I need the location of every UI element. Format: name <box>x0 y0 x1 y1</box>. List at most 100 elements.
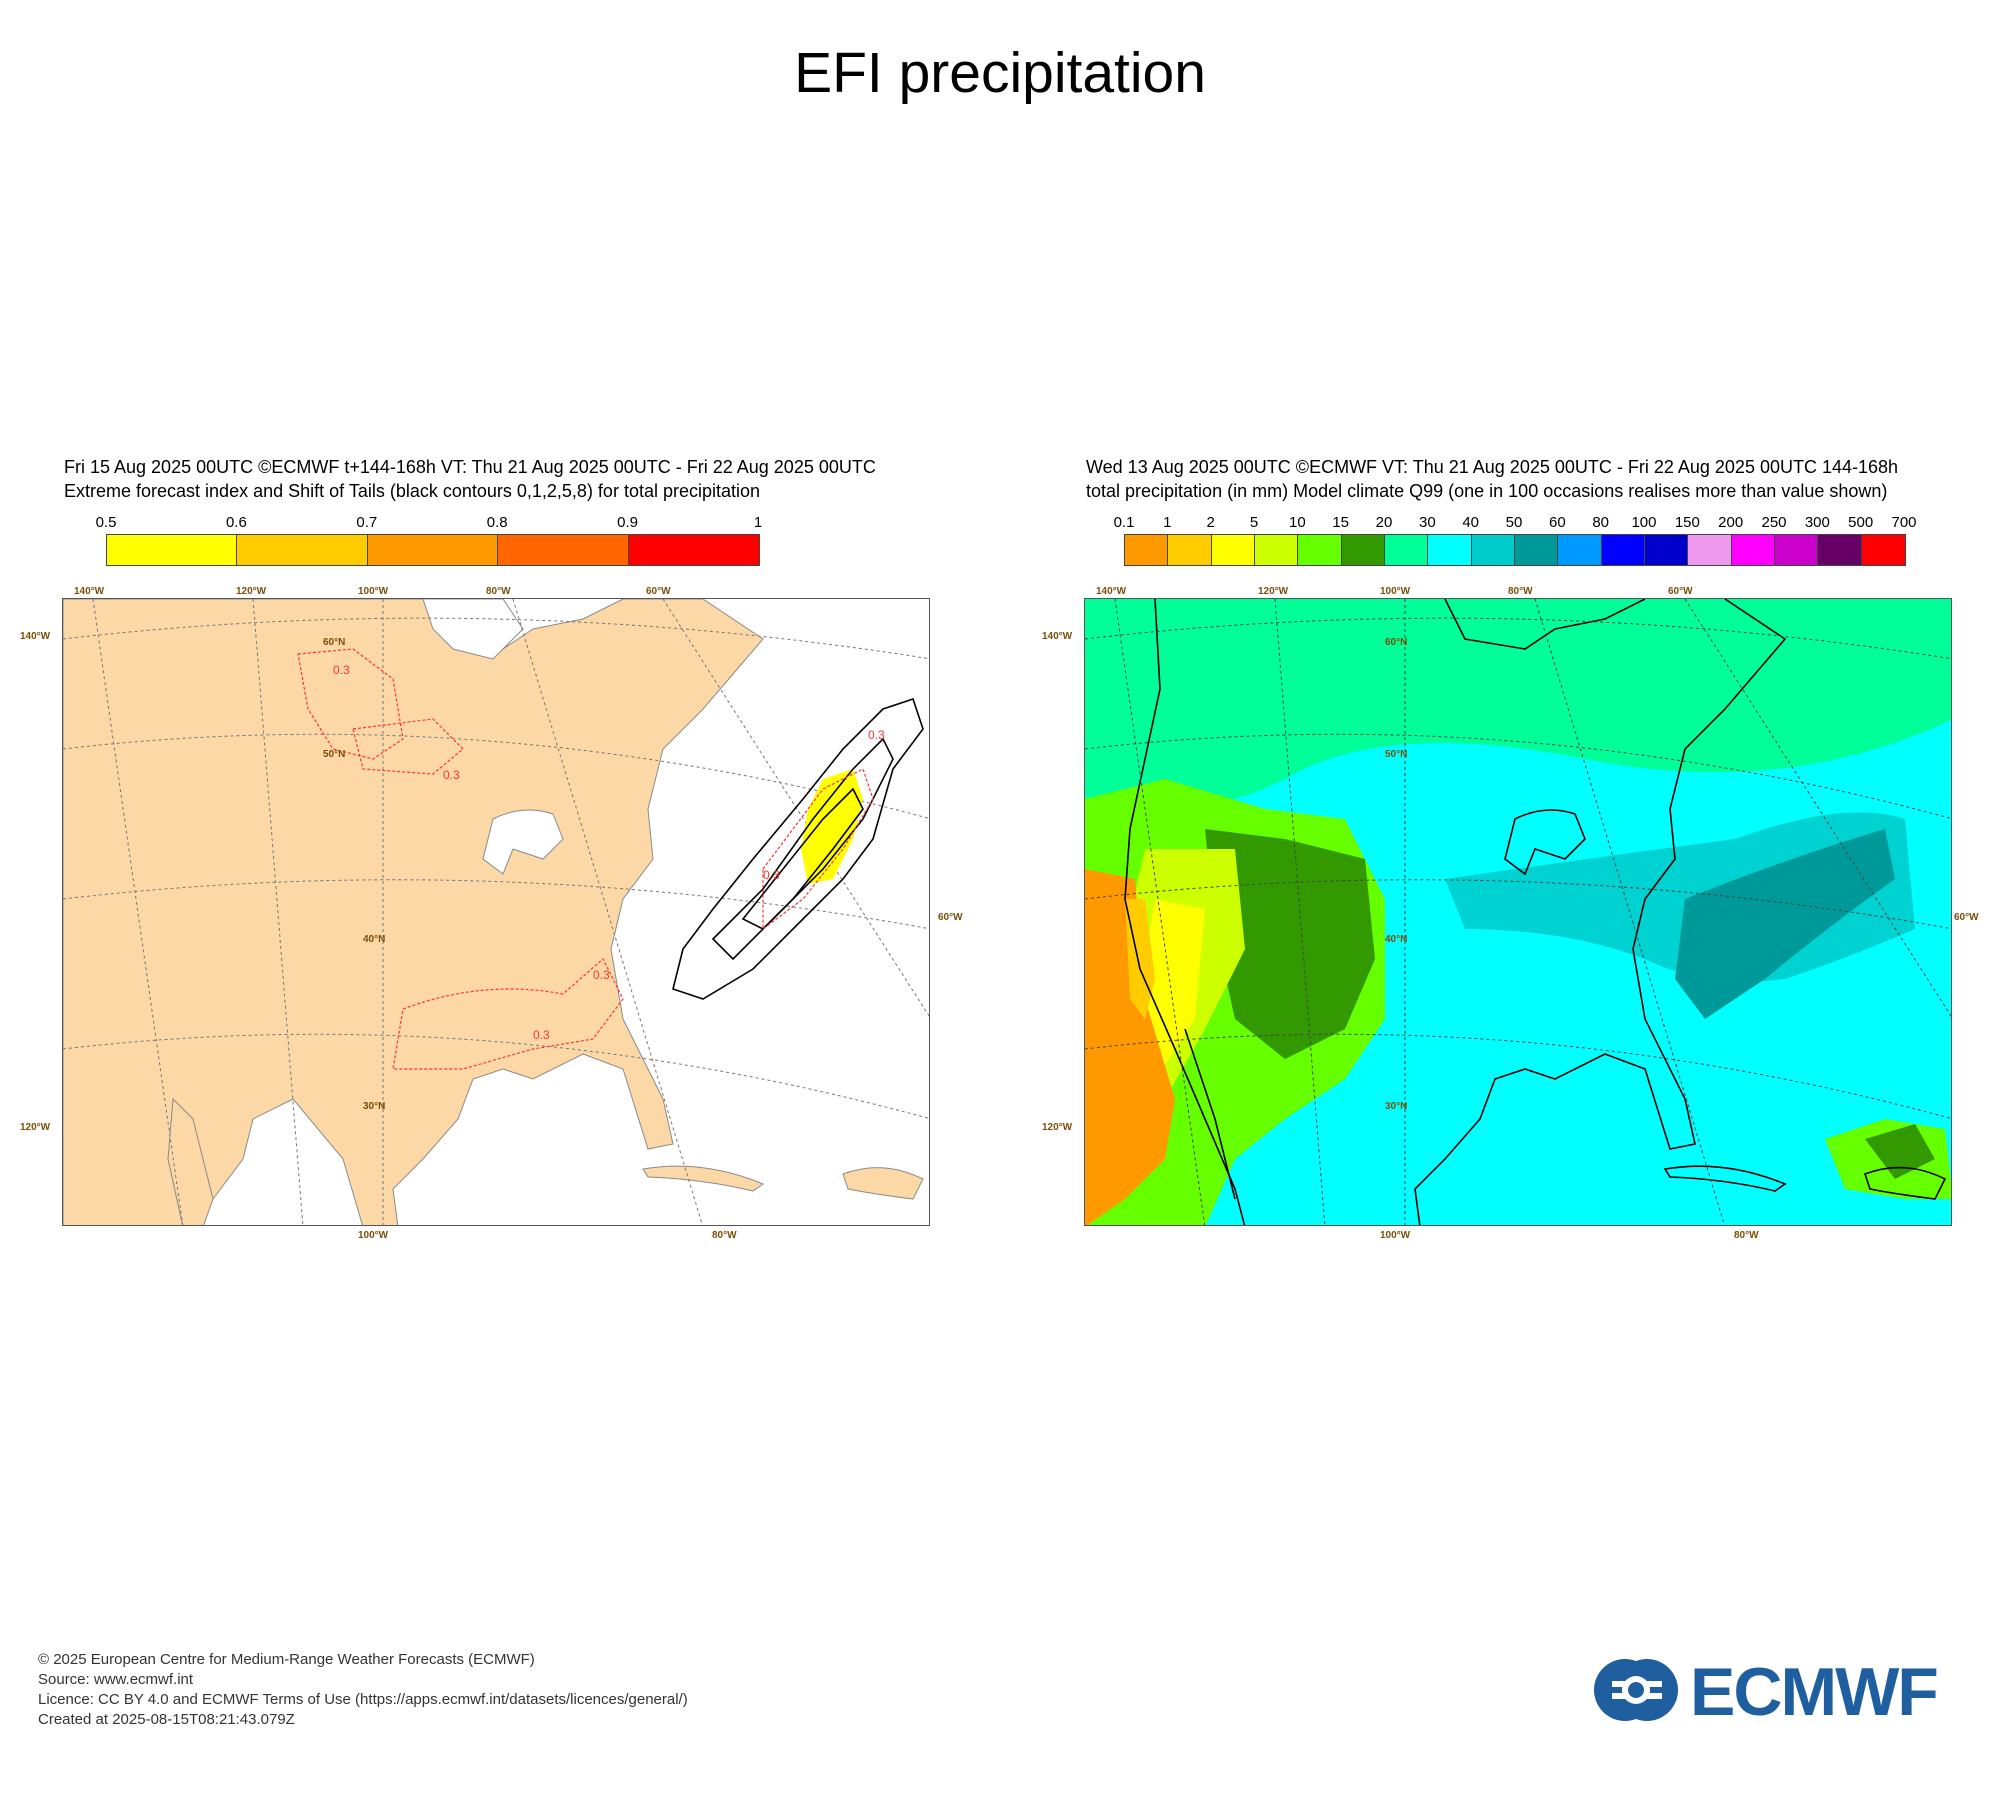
q99-colorbar-swatch <box>1298 535 1342 565</box>
q99-colorbar-tick: 30 <box>1418 514 1436 531</box>
efi-header-line2: Extreme forecast index and Shift of Tail… <box>64 481 761 501</box>
lon-label-bottom: 80°W <box>1734 1230 1759 1241</box>
footer-created: Created at 2025-08-15T08:21:43.079Z <box>38 1711 295 1728</box>
q99-map: 60°N 50°N 40°N 30°N <box>1084 598 1952 1226</box>
q99-map-panel: Wed 13 Aug 2025 00UTC ©ECMWF VT: Thu 21 … <box>1042 456 1982 1246</box>
lon-label-bottom: 100°W <box>358 1230 389 1241</box>
footer-copyright: © 2025 European Centre for Medium-Range … <box>38 1651 535 1668</box>
cuba <box>642 1165 765 1192</box>
q99-colorbar-tick: 1 <box>1163 514 1172 531</box>
lat-label: 30°N <box>363 1101 386 1112</box>
lon-label-top: 120°W <box>236 586 267 597</box>
q99-colorbar-tick: 0.1 <box>1113 514 1135 531</box>
efi-colorbar-swatch <box>628 535 759 565</box>
lon-label-top: 60°W <box>646 586 671 597</box>
q99-colorbar-swatch <box>1384 535 1429 565</box>
q99-colorbar-swatch <box>1861 535 1905 565</box>
q99-field-15-20-carib <box>1865 1124 1935 1179</box>
footer-licence: Licence: CC BY 4.0 and ECMWF Terms of Us… <box>38 1691 688 1708</box>
coastlines <box>1124 599 1947 1225</box>
ecmwf-logo-mark <box>1594 1659 1678 1721</box>
q99-colorbar-tick: 40 <box>1462 514 1479 531</box>
q99-colorbar-tick: 150 <box>1674 514 1700 531</box>
lat-label: 40°N <box>363 934 386 945</box>
efi-map: 0.3 0.3 0.3 0.3 0.3 0.3 60°N 50°N 40°N 3… <box>62 598 930 1226</box>
lon-label-top: 80°W <box>486 586 511 597</box>
q99-colorbar-swatch <box>1514 535 1559 565</box>
baja-california <box>167 1097 214 1225</box>
shift-of-tails-contours <box>672 697 924 1000</box>
north-america-land <box>63 599 764 1225</box>
efi-colorbar-swatch <box>107 535 238 565</box>
q99-colorbar-tick: 100 <box>1631 514 1657 531</box>
page-title: EFI precipitation <box>794 41 1206 105</box>
lon-label-left: 120°W <box>1042 1122 1073 1133</box>
q99-colorbar-tick: 700 <box>1891 514 1917 531</box>
q99-colorbar-swatch <box>1168 535 1212 565</box>
copyright-footer: © 2025 European Centre for Medium-Range … <box>38 1650 688 1730</box>
contour-label: 0.3 <box>868 728 885 742</box>
ecmwf-logo-text: ECMWF <box>1690 1657 1937 1723</box>
q99-colorbar-swatch <box>1471 535 1515 565</box>
q99-header-line1: Wed 13 Aug 2025 00UTC ©ECMWF VT: Thu 21 … <box>1086 457 1899 477</box>
efi-colorbar <box>106 534 760 566</box>
q99-colorbar-swatch <box>1341 535 1385 565</box>
lon-label-left: 140°W <box>1042 631 1073 642</box>
footer-source: Source: www.ecmwf.int <box>38 1671 194 1688</box>
q99-colorbar-tick: 200 <box>1718 514 1744 531</box>
q99-colorbar-swatch <box>1601 535 1645 565</box>
efi-colorbar-tick: 0.6 <box>225 514 247 531</box>
lon-label-top: 100°W <box>1380 586 1411 597</box>
contour-label-group: 0.3 0.3 0.3 0.3 0.3 0.3 <box>333 663 885 1042</box>
lon-label-right: 60°W <box>1954 912 1979 923</box>
efi-shaded-region <box>801 769 863 884</box>
q99-colorbar-swatch <box>1818 535 1862 565</box>
efi-colorbar-tick: 1 <box>753 514 763 531</box>
q99-colorbar-swatch <box>1731 535 1775 565</box>
graticule <box>1085 599 1951 1225</box>
efi-map-panel: Fri 15 Aug 2025 00UTC ©ECMWF t+144-168h … <box>20 456 963 1246</box>
contour-label: 0.3 <box>593 968 610 982</box>
lon-label-top: 60°W <box>1668 586 1693 597</box>
hudson-bay <box>422 599 524 660</box>
q99-colorbar-tick: 500 <box>1848 514 1874 531</box>
q99-colorbar-swatch <box>1254 535 1299 565</box>
lon-label-bottom: 80°W <box>712 1230 737 1241</box>
efi-03-contours <box>297 648 874 1070</box>
graticule <box>63 599 929 1225</box>
q99-field-50-60 <box>1675 829 1895 1019</box>
q99-colorbar <box>1124 534 1906 566</box>
lat-label: 40°N <box>1385 934 1408 945</box>
efi-colorbar-tick: 0.9 <box>617 514 639 531</box>
contour-label: 0.3 <box>763 868 780 882</box>
lon-label-left: 140°W <box>20 631 51 642</box>
contour-label: 0.3 <box>443 768 460 782</box>
q99-colorbar-tick: 80 <box>1592 514 1609 531</box>
q99-colorbar-swatch <box>1428 535 1472 565</box>
lon-label-top: 120°W <box>1258 586 1289 597</box>
lat-label: 60°N <box>323 637 346 648</box>
q99-colorbar-swatch <box>1774 535 1819 565</box>
lon-label-bottom: 100°W <box>1380 1230 1411 1241</box>
efi-colorbar-ticks: 0.5 0.6 0.7 0.8 0.9 1 <box>96 514 763 532</box>
q99-colorbar-ticks: 0.1 1 2 5 10 15 20 30 40 50 60 80 100 150 200 250 300 500… <box>1114 514 1917 532</box>
q99-colorbar-swatch <box>1558 535 1602 565</box>
ecmwf-logo-graphic: ECMWF <box>1594 1654 1939 1730</box>
contour-label: 0.3 <box>533 1028 550 1042</box>
efi-colorbar-swatch <box>367 535 499 565</box>
hispaniola <box>842 1167 924 1200</box>
efi-colorbar-tick: 0.8 <box>486 514 508 531</box>
lon-label-top: 140°W <box>74 586 105 597</box>
lon-label-left: 120°W <box>20 1122 51 1133</box>
efi-colorbar-swatch <box>237 535 368 565</box>
q99-colorbar-tick: 20 <box>1375 514 1393 531</box>
efi-map-graphic: 0.3 0.3 0.3 0.3 0.3 0.3 <box>63 599 929 1225</box>
q99-colorbar-tick: 2 <box>1206 514 1215 531</box>
q99-map-graphic <box>1085 599 1951 1225</box>
q99-colorbar-swatch <box>1644 535 1689 565</box>
efi-colorbar-tick: 0.7 <box>356 514 378 531</box>
q99-colorbar-tick: 250 <box>1761 514 1787 531</box>
q99-field-15-20 <box>1205 829 1375 1059</box>
q99-field-01-1 <box>1085 869 1175 1225</box>
lat-label: 50°N <box>323 749 346 760</box>
